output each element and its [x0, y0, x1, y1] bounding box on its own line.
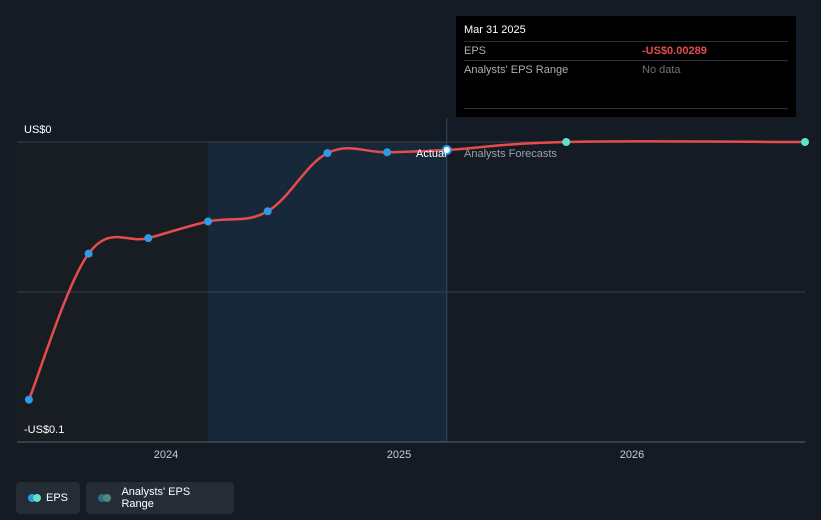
y-label-top: US$0 — [24, 124, 52, 136]
x-tick-2026: 2026 — [619, 449, 645, 461]
legend-eps-dot-forecast — [33, 494, 41, 502]
eps-current-point — [441, 145, 452, 156]
eps-actual-point-4 — [263, 207, 272, 216]
x-tick-2024: 2024 — [153, 449, 179, 461]
eps-actual-point-6 — [383, 148, 392, 157]
legend-range-dot-b — [103, 494, 111, 502]
x-tick-2025: 2025 — [386, 449, 412, 461]
tooltip-date: Mar 31 2025 — [464, 24, 788, 42]
tooltip-divider — [464, 108, 788, 109]
eps-actual-point-2 — [144, 234, 153, 243]
tooltip: Mar 31 2025 EPS -US$0.00289 Analysts' EP… — [456, 16, 796, 117]
eps-actual-point-5 — [323, 149, 332, 158]
tooltip-range-label: Analysts' EPS Range — [464, 64, 569, 76]
legend-range-dots-icon — [98, 494, 113, 502]
eps-forecast-point-1 — [562, 138, 571, 146]
eps-actual-point-3 — [204, 217, 213, 226]
legend-eps-button[interactable]: EPS — [16, 482, 80, 514]
legend-eps-label: EPS — [45, 492, 68, 504]
tooltip-eps-label: EPS — [464, 45, 487, 57]
legend-eps-dot-actual — [28, 494, 36, 502]
tooltip-row-range: Analysts' EPS Range No data — [464, 61, 788, 79]
actual-label: Actual — [416, 148, 447, 160]
tooltip-eps-value: -US$0.00289 — [642, 45, 707, 57]
eps-actual-point-0 — [24, 395, 33, 404]
forecast-label: Analysts Forecasts — [464, 148, 557, 160]
eps-forecast-point-2 — [801, 138, 809, 146]
legend-range-dot-a — [98, 494, 106, 502]
legend-range-label: Analysts' EPS Range — [121, 486, 191, 510]
tooltip-row-eps: EPS -US$0.00289 — [464, 42, 788, 61]
eps-actual-point-1 — [84, 249, 93, 258]
y-label-bottom: -US$0.1 — [24, 424, 65, 436]
tooltip-range-value: No data — [642, 64, 681, 76]
legend-eps-dots-icon — [28, 494, 41, 502]
legend-range-button[interactable]: Analysts' EPS Range — [86, 482, 234, 514]
